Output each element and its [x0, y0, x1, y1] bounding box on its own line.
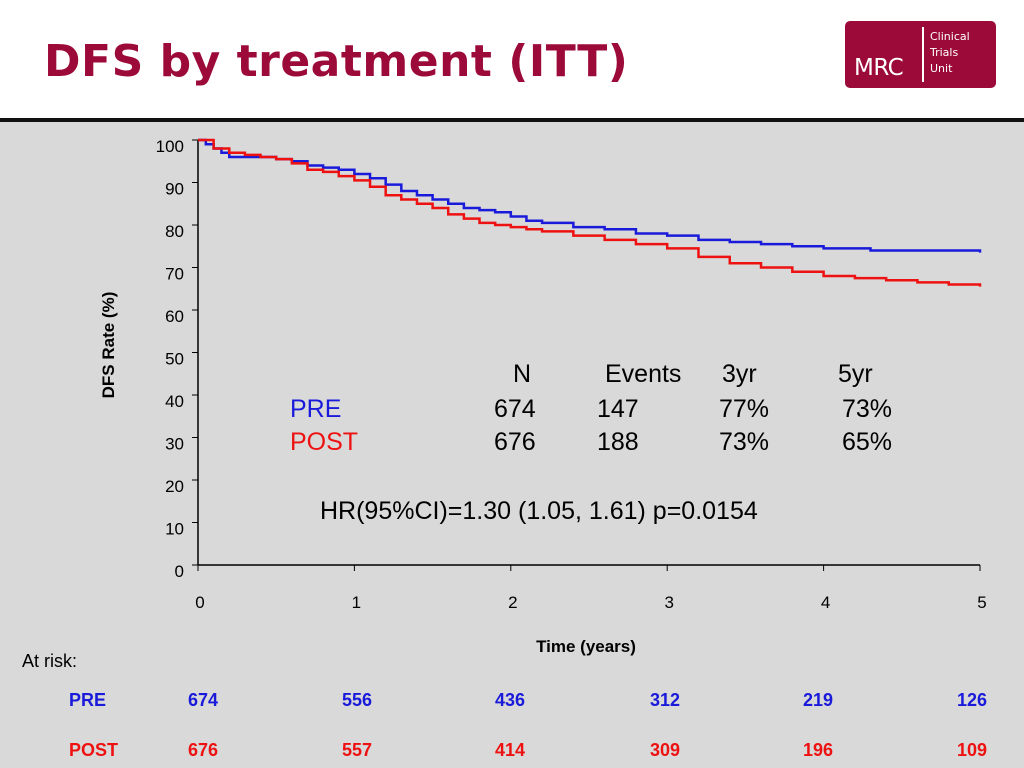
slide-title: DFS by treatment (ITT): [44, 36, 629, 87]
stats-post-events: 188: [597, 428, 639, 456]
x-tick-label: 3: [664, 593, 673, 612]
at-risk-label: At risk:: [22, 651, 78, 671]
km-curve-post: [198, 138, 982, 287]
y-tick-label: 30: [165, 435, 184, 454]
at-risk-post-value: 196: [802, 740, 834, 760]
stats-post-label: POST: [290, 428, 359, 456]
stats-header-events: Events: [605, 360, 682, 388]
y-tick-label: 50: [165, 350, 184, 369]
stats-pre-5yr: 73%: [842, 395, 893, 423]
y-tick-label: 0: [175, 562, 184, 581]
stats-pre-3yr: 77%: [719, 395, 770, 423]
x-tick-label: 1: [352, 593, 361, 612]
stats-pre-label: PRE: [290, 395, 342, 423]
slide-header: DFS by treatment (ITT) MRC Clinical Tria…: [0, 0, 1024, 118]
logo-main-text: MRC: [854, 55, 904, 81]
stats-pre-n: 674: [494, 395, 536, 423]
stats-header-3yr: 3yr: [722, 360, 757, 388]
hazard-ratio-text: HR(95%CI)=1.30 (1.05, 1.61) p=0.0154: [320, 497, 758, 525]
stats-pre-events: 147: [597, 395, 639, 423]
at-risk-pre-value: 312: [649, 690, 681, 710]
stats-header-5yr: 5yr: [838, 360, 873, 388]
x-tick-label: 0: [195, 593, 204, 612]
at-risk-pre-label: PRE: [69, 690, 107, 710]
x-tick-label: 5: [977, 593, 986, 612]
y-tick-label: 40: [165, 392, 184, 411]
at-risk-pre-value: 126: [956, 690, 988, 710]
at-risk-pre-value: 436: [494, 690, 526, 710]
x-tick-label: 2: [508, 593, 517, 612]
x-tick-label: 4: [821, 593, 830, 612]
y-tick-label: 10: [165, 520, 184, 539]
y-tick-label: 90: [165, 180, 184, 199]
y-tick-label: 80: [165, 222, 184, 241]
logo-divider: [922, 27, 924, 82]
stats-header-n: N: [513, 360, 532, 388]
stats-post-3yr: 73%: [719, 428, 770, 456]
at-risk-post-value: 557: [341, 740, 373, 760]
at-risk-post-label: POST: [69, 740, 119, 760]
at-risk-post-value: 676: [187, 740, 219, 760]
y-tick-label: 70: [165, 265, 184, 284]
stats-post-5yr: 65%: [842, 428, 893, 456]
y-tick-label: 60: [165, 307, 184, 326]
at-risk-pre-value: 219: [802, 690, 834, 710]
at-risk-post-value: 414: [494, 740, 526, 760]
header-divider: [0, 118, 1024, 122]
at-risk-post-value: 309: [649, 740, 681, 760]
logo-line-2: Trials: [930, 46, 959, 59]
x-axis-title: Time (years): [536, 637, 636, 656]
logo-line-3: Unit: [930, 62, 953, 75]
at-risk-pre-value: 556: [341, 690, 373, 710]
y-tick-label: 100: [156, 137, 184, 156]
at-risk-pre-value: 674: [187, 690, 219, 710]
at-risk-post-value: 109: [956, 740, 988, 760]
mrc-logo: MRC Clinical Trials Unit: [845, 21, 996, 88]
y-tick-label: 20: [165, 477, 184, 496]
y-axis-title: DFS Rate (%): [99, 292, 118, 399]
stats-post-n: 676: [494, 428, 536, 456]
logo-line-1: Clinical: [930, 30, 970, 43]
